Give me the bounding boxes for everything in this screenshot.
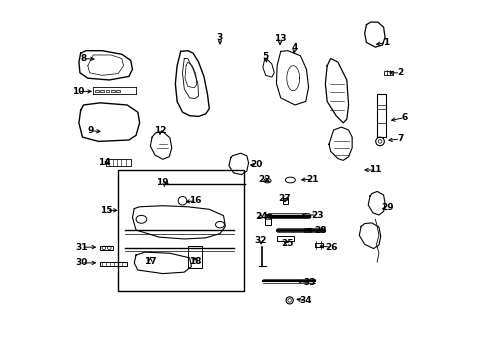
Bar [106,90,109,93]
Bar [106,159,131,166]
Bar [265,214,271,225]
Bar [100,90,104,93]
Text: 25: 25 [281,239,294,248]
Text: 17: 17 [144,257,157,266]
Text: 6: 6 [402,113,408,122]
Text: 34: 34 [299,296,312,305]
Text: 18: 18 [189,257,201,266]
Text: 20: 20 [250,161,263,170]
Text: 5: 5 [263,52,269,61]
Bar [377,94,386,137]
Text: 32: 32 [255,235,268,244]
Text: 9: 9 [88,126,94,135]
Text: 26: 26 [325,243,338,252]
Bar [277,237,294,241]
Text: 24: 24 [255,212,268,221]
Bar [384,71,393,75]
Text: 4: 4 [292,43,298,52]
Text: 2: 2 [397,68,404,77]
Text: 33: 33 [304,278,316,287]
Text: 28: 28 [315,226,327,235]
Bar [118,170,245,292]
Bar [266,215,270,219]
Text: 11: 11 [369,166,382,175]
Text: 13: 13 [274,35,286,44]
Text: 29: 29 [382,203,394,212]
Text: 19: 19 [156,178,169,187]
Text: 12: 12 [154,126,166,135]
Bar [100,246,113,249]
Text: 1: 1 [383,38,389,47]
Bar [100,262,127,266]
Bar [315,243,322,247]
Bar [117,90,120,93]
Text: 8: 8 [80,54,87,63]
Text: 27: 27 [279,194,292,203]
Text: 3: 3 [217,33,223,42]
Text: 14: 14 [98,158,110,167]
Bar [111,90,115,93]
Text: 22: 22 [258,175,271,184]
Text: 15: 15 [100,206,113,215]
Text: 21: 21 [306,175,318,184]
Bar [188,246,202,267]
Text: 16: 16 [190,196,202,205]
Text: 31: 31 [75,243,88,252]
Text: 7: 7 [397,134,404,143]
Text: 23: 23 [311,211,323,220]
Bar [283,198,288,204]
Bar [304,228,311,232]
Text: 10: 10 [72,87,84,96]
Bar [95,90,98,93]
Text: 30: 30 [75,258,88,267]
